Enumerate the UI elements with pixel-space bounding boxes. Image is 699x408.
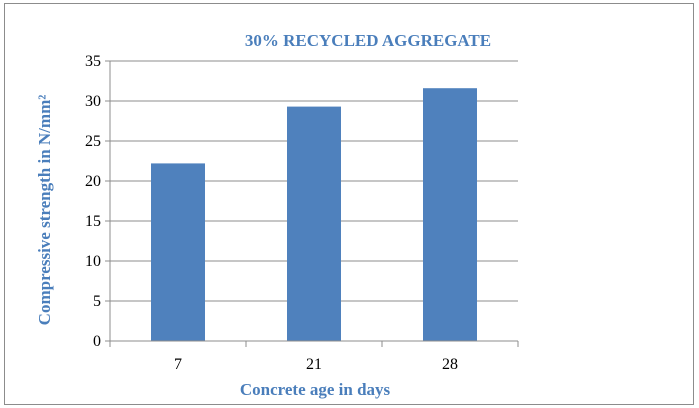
chart-title: 30% RECYCLED AGGREGATE <box>245 31 491 50</box>
y-tick-label: 30 <box>85 93 101 110</box>
bar <box>287 106 341 341</box>
y-tick-label: 15 <box>85 213 101 230</box>
chart-frame <box>4 3 694 405</box>
y-axis-title: Compressive strength in N/mm² <box>35 95 54 326</box>
bar-series <box>151 88 477 341</box>
x-axis-title: Concrete age in days <box>240 380 391 399</box>
x-tick-label: 21 <box>306 356 322 373</box>
y-tick-label: 5 <box>93 293 101 310</box>
y-tick-label: 25 <box>85 133 101 150</box>
y-tick-label: 35 <box>85 53 101 70</box>
bar <box>151 163 205 341</box>
x-tick-labels: 7 21 28 <box>174 356 458 373</box>
x-tick-label: 7 <box>174 356 182 373</box>
y-tick-label: 20 <box>85 173 101 190</box>
axes <box>109 61 519 347</box>
y-tick-labels: 0 5 10 15 20 25 30 35 <box>85 53 101 350</box>
y-tick-label: 10 <box>85 253 101 270</box>
bar <box>423 88 477 341</box>
y-tick-label: 0 <box>93 333 101 350</box>
x-tick-label: 28 <box>442 356 458 373</box>
